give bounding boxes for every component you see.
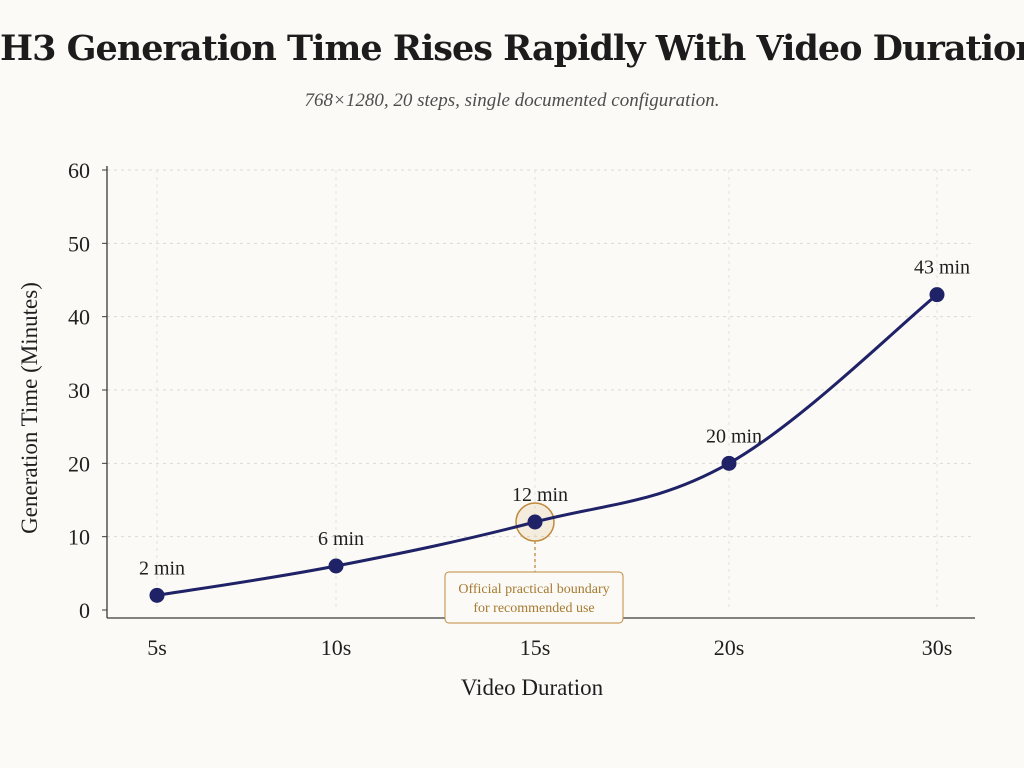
x-tick-label: 10s <box>321 635 352 660</box>
chart-title: H3 Generation Time Rises Rapidly With Vi… <box>0 28 1024 69</box>
x-tick-label: 30s <box>922 635 953 660</box>
data-label: 6 min <box>318 528 364 550</box>
y-tick-label: 0 <box>79 598 90 623</box>
y-tick-label: 50 <box>68 231 90 256</box>
x-axis-title: Video Duration <box>461 675 604 700</box>
data-points <box>149 287 945 603</box>
boundary-annotation: Official practical boundary for recommen… <box>444 502 624 624</box>
boundary-callout-line-1: Official practical boundary <box>458 582 609 597</box>
data-label: 20 min <box>706 425 762 447</box>
data-label: 43 min <box>914 257 970 279</box>
gridlines <box>107 169 975 610</box>
data-point <box>328 558 344 574</box>
y-tick-labels: 0 10 20 30 40 50 60 <box>68 158 107 623</box>
y-axis-title: Generation Time (Minutes) <box>17 282 42 534</box>
x-tick-label: 15s <box>520 635 551 660</box>
x-tick-labels: 5s 10s 15s 20s 30s <box>147 635 952 660</box>
data-point <box>527 514 543 530</box>
data-point <box>929 287 945 303</box>
data-point <box>721 455 737 471</box>
y-tick-label: 10 <box>68 525 90 550</box>
x-tick-label: 20s <box>714 635 745 660</box>
data-label: 12 min <box>512 484 568 506</box>
chart-subtitle: 768×1280, 20 steps, single documented co… <box>304 90 720 111</box>
boundary-callout-box <box>444 571 624 624</box>
series <box>155 293 939 597</box>
boundary-callout-line-2: for recommended use <box>473 601 594 616</box>
data-point <box>149 587 165 603</box>
y-tick-label: 20 <box>68 451 90 476</box>
axes <box>106 166 975 619</box>
series-line <box>155 293 939 597</box>
y-tick-label: 60 <box>68 158 90 183</box>
y-tick-label: 30 <box>68 378 90 403</box>
y-tick-label: 40 <box>68 305 90 330</box>
data-labels: 2 min 6 min 12 min 20 min 43 min <box>139 257 970 580</box>
data-label: 2 min <box>139 557 185 579</box>
x-tick-label: 5s <box>147 635 167 660</box>
